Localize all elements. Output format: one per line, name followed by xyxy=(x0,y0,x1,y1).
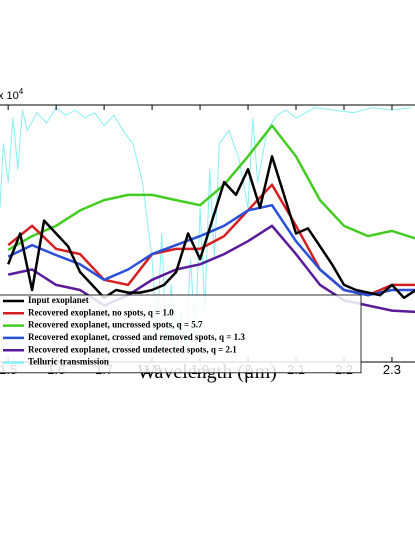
plot-area xyxy=(0,107,415,358)
legend-label: Recovered exoplanet, crossed and removed… xyxy=(28,332,245,342)
y-multiplier-base: x 10 xyxy=(0,90,19,102)
legend-label: Telluric transmission xyxy=(28,357,109,367)
y-multiplier: x 104 xyxy=(0,87,24,102)
legend-box xyxy=(0,294,362,374)
y-multiplier-exp: 4 xyxy=(19,87,24,96)
legend-label: Input exoplanet xyxy=(28,295,89,305)
series-line xyxy=(7,124,415,251)
legend-label: Recovered exoplanet, uncrossed spots, q … xyxy=(28,320,203,330)
legend-label: Recovered exoplanet, crossed undetected … xyxy=(28,344,237,354)
x-tick-label: 2.3 xyxy=(383,362,401,377)
legend: Input exoplanet Recovered exoplanet, no s… xyxy=(0,294,362,374)
legend-label: Recovered exoplanet, no spots, q = 1.0 xyxy=(28,307,174,317)
series-line xyxy=(7,155,415,300)
